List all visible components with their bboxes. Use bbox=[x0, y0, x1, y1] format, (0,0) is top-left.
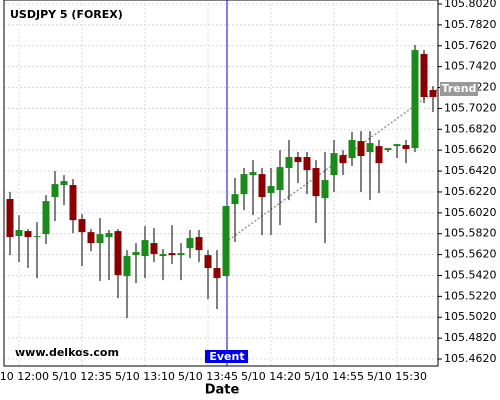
y-tick-label: 105.7420 bbox=[444, 60, 497, 73]
candle-body bbox=[303, 157, 311, 171]
candle-body bbox=[105, 233, 113, 238]
y-tick-label: 105.6020 bbox=[444, 206, 497, 219]
x-tick-label: 5/10 13:10 bbox=[115, 370, 175, 383]
candle-body bbox=[60, 181, 68, 186]
candle-body bbox=[141, 240, 149, 257]
candle-body bbox=[168, 253, 176, 256]
candle-body bbox=[294, 157, 302, 163]
candle-body bbox=[222, 206, 230, 277]
y-tick-label: 105.6220 bbox=[444, 185, 497, 198]
y-tick-label: 105.6420 bbox=[444, 164, 497, 177]
candle-body bbox=[429, 90, 437, 98]
y-tick-label: 105.7620 bbox=[444, 39, 497, 52]
candle-body bbox=[321, 180, 329, 199]
y-tick-label: 105.4820 bbox=[444, 331, 497, 344]
candle-body bbox=[420, 54, 428, 98]
watermark: www.delkos.com bbox=[15, 346, 119, 359]
candle-body bbox=[177, 253, 185, 256]
candle-body bbox=[96, 234, 104, 244]
candle-body bbox=[249, 172, 257, 176]
candle-body bbox=[258, 174, 266, 198]
y-tick-label: 105.7820 bbox=[444, 18, 497, 31]
candle-body bbox=[213, 268, 221, 279]
candle-body bbox=[240, 174, 248, 195]
candle-body bbox=[69, 185, 77, 221]
candle-body bbox=[402, 145, 410, 150]
trend-label: Trend bbox=[442, 82, 477, 95]
candle-body bbox=[150, 243, 158, 255]
plot-frame bbox=[3, 0, 439, 367]
y-tick-label: 105.6820 bbox=[444, 122, 497, 135]
candle-body bbox=[375, 146, 383, 164]
x-tick-label: 5/10 14:20 bbox=[241, 370, 301, 383]
candle-body bbox=[285, 157, 293, 169]
candle-body bbox=[204, 255, 212, 269]
candle-body bbox=[123, 256, 131, 277]
x-tick-label: 5/10 13:45 bbox=[178, 370, 238, 383]
candle-body bbox=[231, 194, 239, 205]
event-label: Event bbox=[209, 350, 244, 363]
event-box bbox=[205, 350, 248, 363]
candle-body bbox=[267, 186, 275, 194]
candle-body bbox=[78, 219, 86, 233]
candle-body bbox=[51, 184, 59, 198]
candle-body bbox=[411, 50, 419, 149]
y-tick-label: 105.5820 bbox=[444, 227, 497, 240]
candle-body bbox=[114, 231, 122, 276]
candle-body bbox=[24, 231, 32, 238]
y-tick-label: 105.5420 bbox=[444, 268, 497, 281]
candle-body bbox=[33, 236, 41, 238]
candle-body bbox=[330, 153, 338, 176]
y-tick-label: 105.5620 bbox=[444, 248, 497, 261]
candle-body bbox=[6, 199, 14, 238]
candle-body bbox=[195, 237, 203, 251]
chart-title: USDJPY 5 (FOREX) bbox=[10, 8, 123, 21]
y-tick-label: 105.5220 bbox=[444, 289, 497, 302]
candle-body bbox=[393, 144, 401, 147]
x-tick-label: 5/10 12:35 bbox=[52, 370, 112, 383]
x-tick-label: 5/10 14:55 bbox=[304, 370, 364, 383]
candle-body bbox=[357, 141, 365, 157]
x-tick-label: 5/10 15:30 bbox=[367, 370, 427, 383]
y-tick-label: 105.6620 bbox=[444, 143, 497, 156]
x-tick-label: 5/10 12:00 bbox=[0, 370, 49, 383]
candle-body bbox=[15, 230, 23, 237]
candle-body bbox=[384, 148, 392, 151]
candle-body bbox=[339, 155, 347, 164]
candle-body bbox=[348, 140, 356, 159]
candle-body bbox=[186, 238, 194, 249]
candle-body bbox=[42, 201, 50, 235]
trend-box bbox=[440, 81, 478, 96]
candle-body bbox=[312, 168, 320, 197]
candle-body bbox=[87, 232, 95, 244]
candle-body bbox=[276, 167, 284, 191]
candle-body bbox=[132, 252, 140, 256]
y-tick-label: 105.8020 bbox=[444, 0, 497, 10]
candle-body bbox=[159, 254, 167, 257]
x-axis-label: Date bbox=[205, 383, 240, 398]
y-tick-label: 105.7020 bbox=[444, 101, 497, 114]
y-tick-label: 105.5020 bbox=[444, 310, 497, 323]
y-tick-label: 105.4620 bbox=[444, 352, 497, 365]
candle-body bbox=[366, 143, 374, 153]
